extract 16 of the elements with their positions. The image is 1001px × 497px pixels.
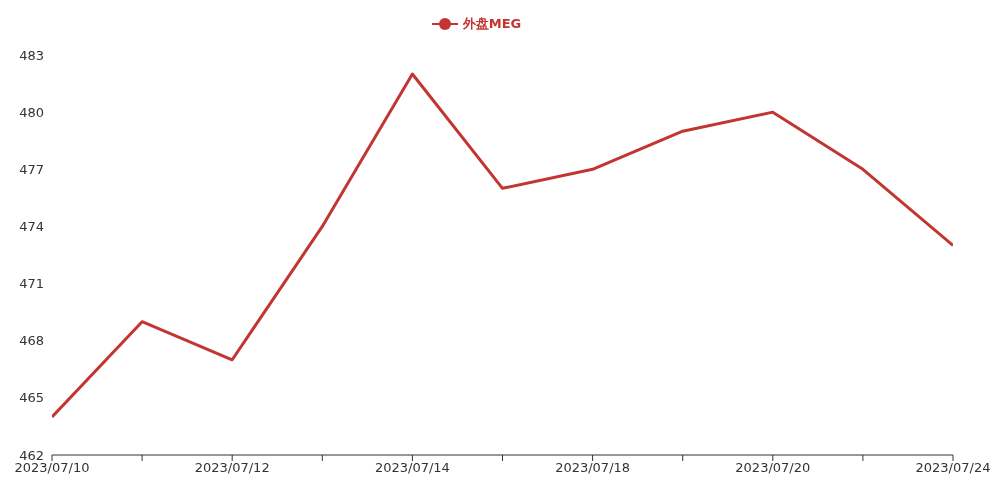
y-tick-label: 462 [19,447,44,463]
y-tick-label: 471 [19,276,44,292]
x-tick-label: 2023/07/12 [194,460,270,476]
y-tick-label: 477 [19,161,44,177]
y-tick-label: 480 [19,104,44,120]
y-tick-label: 468 [19,333,44,349]
x-tick-label: 2023/07/20 [735,460,811,476]
x-tick-label: 2023/07/18 [555,460,631,476]
y-tick-label: 474 [19,219,44,235]
x-tick-label: 2023/07/24 [915,460,991,476]
y-tick-label: 465 [19,390,44,406]
line-series [52,72,953,419]
x-tick-label: 2023/07/10 [14,460,90,476]
legend-label: 外盘MEG [461,15,522,33]
x-tick-label: 2023/07/14 [374,460,450,476]
y-tick-label: 483 [19,47,44,63]
